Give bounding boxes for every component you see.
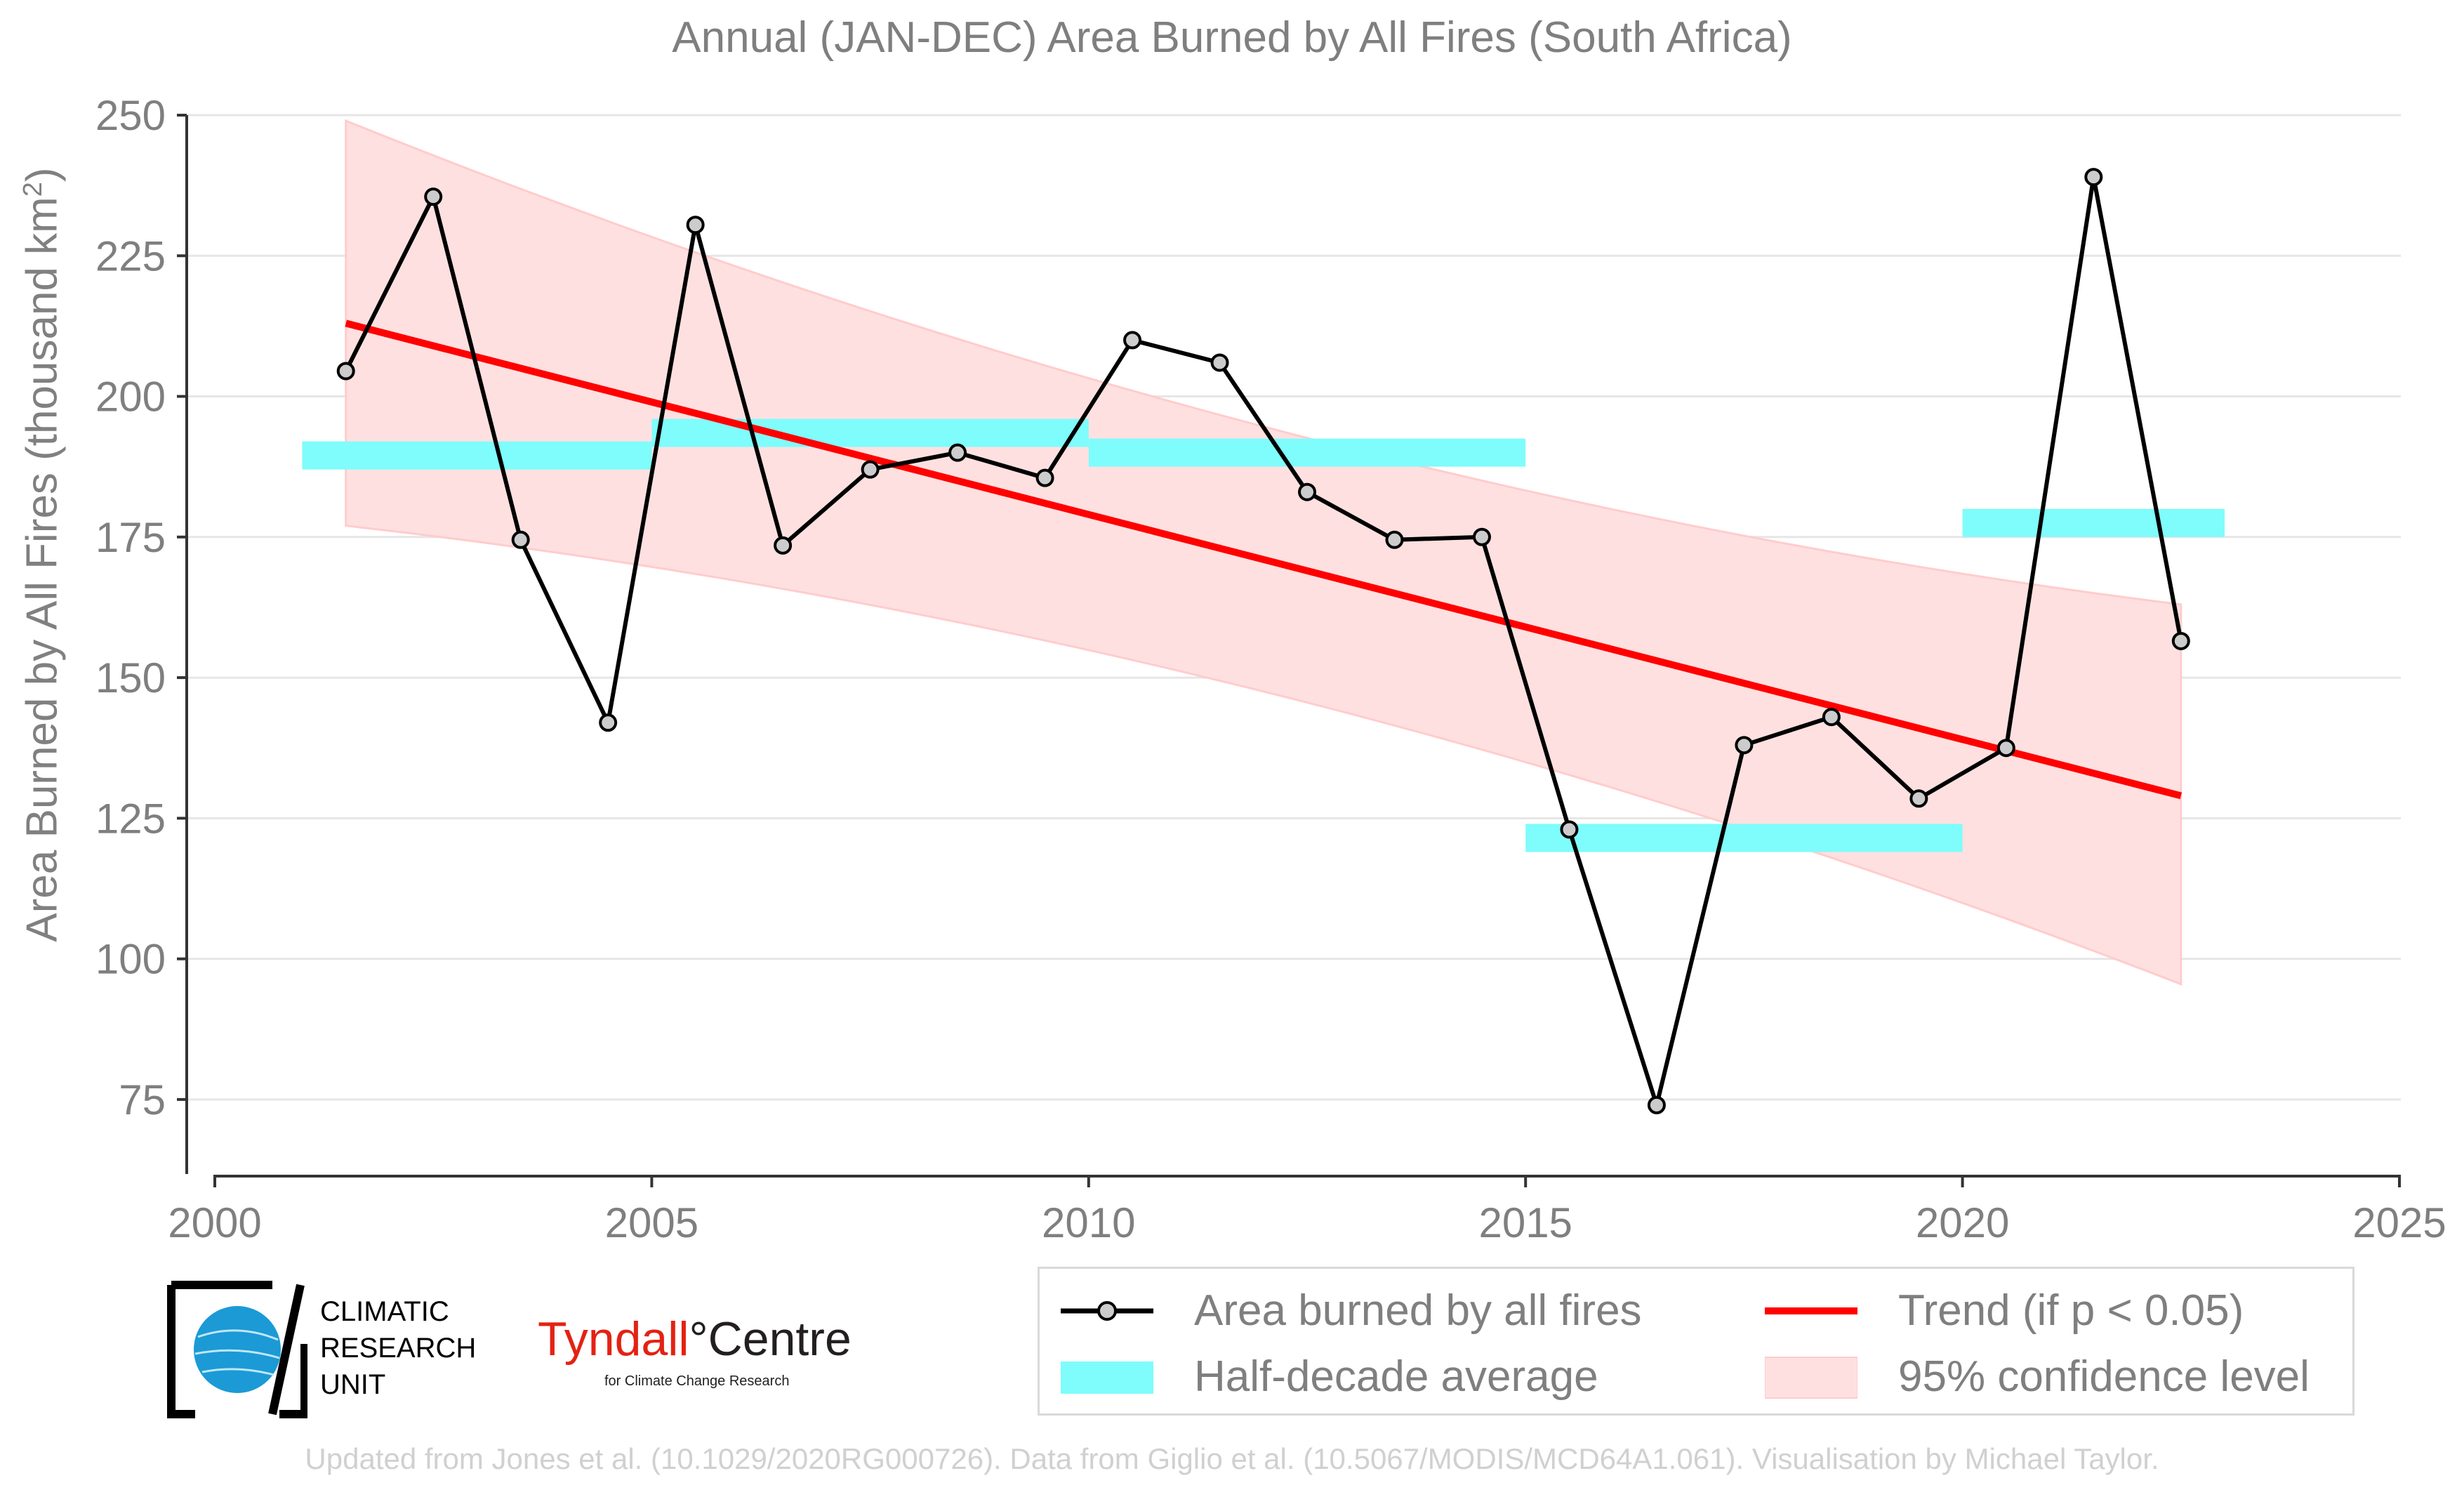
tyndall-subtitle: for Climate Change Research [604, 1373, 790, 1389]
y-tick-label: 225 [95, 232, 166, 279]
half-decade-bar [302, 441, 652, 470]
data-point [2171, 631, 2190, 650]
trend-line-segment [345, 319, 2183, 800]
x-tick-label: 2020 [1916, 1199, 2009, 1246]
legend: Area burned by all fires Trend (if p < 0… [1038, 1267, 2354, 1416]
data-point [599, 713, 618, 732]
cru-line-1: CLIMATIC [320, 1296, 449, 1327]
chart-title: Annual (JAN-DEC) Area Burned by All Fire… [672, 13, 1792, 62]
legend-label-half-decade: Half-decade average [1194, 1352, 1598, 1401]
legend-label-area-burned: Area burned by all fires [1194, 1286, 1642, 1335]
x-tick-label: 2015 [1478, 1199, 1572, 1246]
series-line [344, 176, 2183, 1114]
cru-logo: CLIMATIC RESEARCH UNIT [166, 1279, 503, 1420]
data-point [424, 187, 443, 206]
data-point [336, 362, 355, 381]
y-tick-label: 200 [95, 374, 166, 421]
y-tick-label: 125 [95, 795, 166, 842]
cru-globe-icon [167, 1281, 307, 1418]
x-tick-label: 2025 [2352, 1199, 2446, 1246]
data-point [1647, 1095, 1666, 1114]
confidence-band-area [345, 119, 2183, 986]
data-point [1735, 736, 1754, 755]
data-point [774, 536, 793, 555]
y-tick-label: 100 [95, 936, 166, 983]
y-tick-label: 75 [119, 1076, 166, 1123]
data-point [1822, 708, 1841, 727]
half-decade-swatch-icon [1061, 1361, 1153, 1394]
data-point [1298, 482, 1316, 501]
area-burned-series [336, 168, 2190, 1114]
data-point [1472, 527, 1491, 546]
x-tick-label: 2010 [1042, 1199, 1135, 1246]
trend-line [345, 319, 2183, 800]
trend-line-icon [1765, 1307, 1857, 1314]
data-point [1123, 331, 1142, 350]
data-point [511, 530, 530, 549]
y-tick-label: 150 [95, 654, 166, 701]
legend-label-confidence: 95% confidence level [1898, 1352, 2310, 1401]
cru-line-2: RESEARCH [320, 1333, 477, 1364]
data-point [1035, 468, 1054, 487]
data-point [1560, 820, 1579, 839]
confidence-band [345, 119, 2183, 986]
tyndall-logo: Tyndall°Centre for Climate Change Resear… [538, 1312, 861, 1389]
data-point [861, 460, 880, 479]
data-point [1996, 739, 2015, 758]
y-tick-label: 175 [95, 514, 166, 561]
half-decade-bar [1525, 824, 1963, 852]
data-point [686, 216, 705, 235]
line-marker-icon [1061, 1301, 1153, 1321]
half-decade-bars [302, 418, 2225, 852]
tyndall-word: Tyndall [538, 1312, 689, 1366]
data-point [948, 443, 967, 462]
tyndall-degree: ° [689, 1312, 708, 1366]
cru-line-3: UNIT [320, 1369, 386, 1400]
legend-label-trend: Trend (if p < 0.05) [1898, 1286, 2244, 1335]
y-axis-label: Area Burned by All Fires (thousand km2) [18, 167, 67, 942]
centre-word: Centre [708, 1312, 852, 1366]
half-decade-bar [1962, 508, 2225, 537]
y-tick-label: 250 [95, 92, 166, 139]
data-point [1385, 530, 1404, 549]
confidence-swatch-icon [1765, 1357, 1857, 1399]
axes: 75 100 125 150 175 200 225 250 2000 2005 2010 2015 2… [95, 92, 2446, 1246]
half-decade-bar [651, 418, 1089, 447]
data-point [2084, 168, 2103, 187]
x-tick-label: 2000 [168, 1199, 261, 1246]
data-point [1210, 353, 1229, 372]
source-credit: Updated from Jones et al. (10.1029/2020R… [305, 1442, 2159, 1475]
data-point [1909, 789, 1928, 808]
half-decade-bar [1088, 438, 1526, 467]
x-tick-label: 2005 [605, 1199, 698, 1246]
